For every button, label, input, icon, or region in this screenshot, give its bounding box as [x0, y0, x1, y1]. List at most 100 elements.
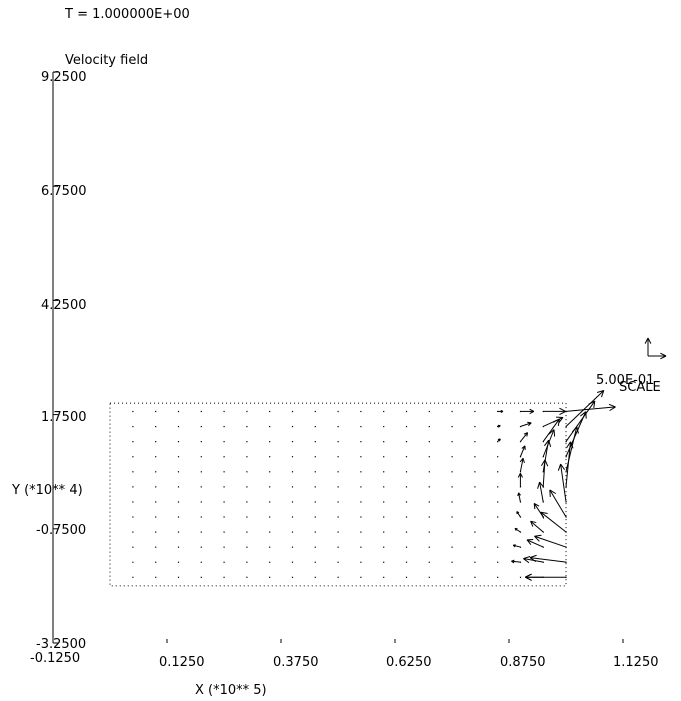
grid-point — [451, 501, 453, 503]
grid-point — [132, 441, 134, 443]
velocity-vector — [537, 481, 545, 502]
arrow-head — [580, 411, 587, 417]
scale-x-arrow — [648, 352, 667, 360]
grid-point — [155, 546, 157, 548]
velocity-vector — [565, 389, 605, 427]
grid-point — [474, 531, 476, 533]
grid-point — [200, 410, 202, 413]
grid-point — [360, 410, 362, 413]
arrow-head — [609, 406, 616, 412]
grid-point — [155, 531, 157, 533]
arrow-head — [534, 534, 542, 537]
grid-point — [519, 441, 522, 443]
arrow-head — [596, 389, 604, 393]
velocity-vector — [497, 409, 504, 413]
grid-point — [269, 456, 271, 458]
arrow-shaft — [565, 406, 616, 412]
grid-point — [223, 531, 225, 533]
velocity-vector — [511, 559, 521, 564]
arrow-head — [523, 556, 531, 560]
grid-point — [177, 456, 180, 458]
grid-point — [291, 410, 294, 413]
velocity-vector — [526, 539, 544, 548]
arrow-head — [560, 463, 566, 471]
grid-point — [337, 501, 339, 503]
arrow-head — [557, 418, 560, 427]
grid-point — [269, 486, 271, 488]
y-axis-label: Y (*10** 4) — [12, 483, 83, 498]
grid-point — [428, 486, 430, 488]
arrow-shaft — [549, 489, 567, 518]
arrow-shaft — [530, 520, 544, 533]
x-ticks — [52, 639, 624, 643]
x-tick-label-2: 0.3750 — [273, 655, 319, 670]
arrow-head — [521, 445, 526, 449]
grid-point — [497, 561, 499, 563]
arrow-head — [519, 457, 524, 463]
grid-point — [246, 456, 248, 458]
grid-point — [542, 456, 544, 458]
grid-point — [269, 441, 271, 443]
grid-point — [519, 456, 522, 458]
grid-point — [428, 425, 430, 428]
arrow-head — [540, 511, 545, 519]
grid-point — [337, 456, 339, 458]
velocity-vector — [565, 441, 574, 487]
grid-point — [542, 561, 544, 563]
grid-point — [519, 576, 522, 578]
grid-point — [428, 546, 430, 548]
grid-point — [269, 531, 271, 533]
grid-point — [519, 546, 522, 548]
grid-point — [314, 410, 316, 413]
grid-point — [132, 486, 134, 488]
grid-point — [132, 456, 134, 458]
grid-point — [474, 471, 476, 473]
grid-point — [428, 456, 430, 458]
velocity-vector — [565, 400, 596, 442]
grid-point — [223, 576, 225, 578]
arrow-shaft — [529, 557, 567, 563]
grid-point — [405, 471, 408, 473]
y-tick-label-1: 6.7500 — [41, 184, 87, 199]
grid-point — [474, 546, 476, 548]
grid-point — [155, 576, 157, 578]
grid-point — [451, 456, 453, 458]
arrow-head — [533, 503, 536, 510]
grid-point — [360, 425, 362, 428]
grid-point — [314, 546, 316, 548]
velocity-vector — [512, 544, 521, 548]
grid-point — [565, 516, 567, 518]
grid-point — [314, 486, 316, 488]
grid-point — [269, 546, 271, 548]
grid-point — [269, 501, 271, 503]
grid-point — [360, 486, 362, 488]
grid-point — [519, 471, 522, 473]
arrow-shaft — [520, 432, 528, 442]
grid-points — [132, 410, 567, 578]
velocity-vector — [565, 411, 587, 457]
grid-point — [223, 410, 225, 413]
grid-point — [405, 561, 408, 563]
grid-point — [155, 425, 157, 428]
grid-point — [200, 561, 202, 563]
grid-point — [291, 561, 294, 563]
grid-point — [405, 546, 408, 548]
grid-point — [405, 576, 408, 578]
arrow-head — [559, 407, 566, 412]
grid-point — [497, 546, 499, 548]
grid-point — [519, 501, 522, 503]
grid-point — [565, 561, 567, 563]
grid-point — [474, 561, 476, 563]
grid-point — [405, 531, 408, 533]
velocity-vector — [520, 421, 532, 427]
grid-point — [291, 531, 294, 533]
grid-point — [291, 456, 294, 458]
y-ticks — [53, 71, 58, 644]
arrow-head — [549, 489, 556, 495]
grid-point — [223, 441, 225, 443]
velocity-vector — [549, 489, 567, 518]
grid-point — [337, 441, 339, 443]
arrow-head — [540, 511, 548, 515]
grid-point — [291, 471, 294, 473]
grid-point — [360, 546, 362, 548]
